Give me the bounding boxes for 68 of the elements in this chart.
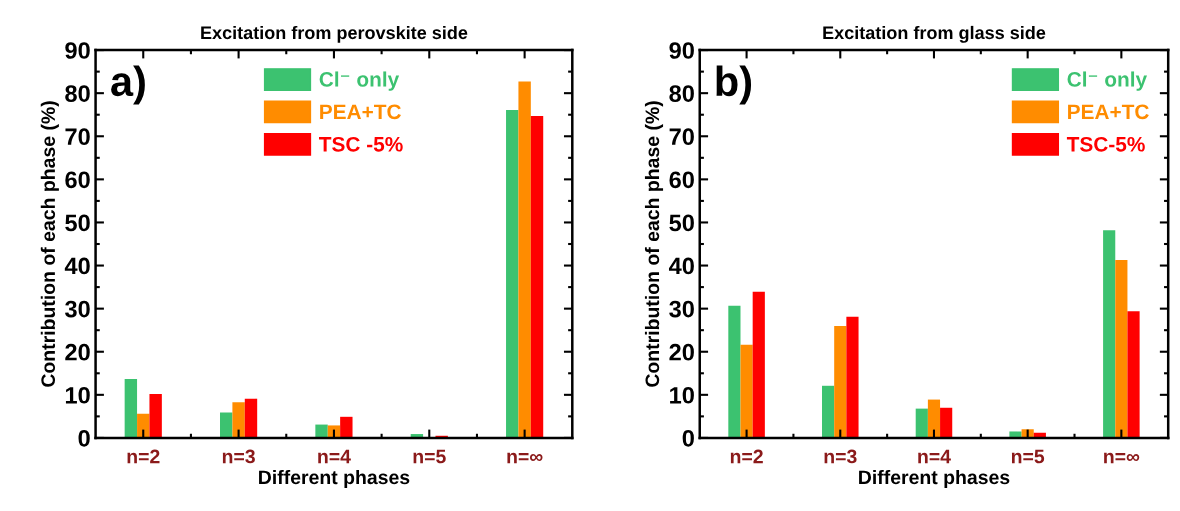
y-tick-label: 20 [65,343,90,361]
x-tick-label: n=3 [222,449,255,464]
x-axis-title: Different phases [859,469,1010,489]
y-tick-label: 0 [682,430,694,447]
y-tick-label: 50 [65,214,90,232]
y-tick-label: 60 [65,171,90,189]
y-tick-label: 90 [669,42,694,59]
chart-title: Excitation from perovskite side [201,25,468,43]
bar [752,291,765,438]
bar [927,399,941,438]
y-tick-label: 60 [669,171,694,189]
y-axis-title: Contribution of each phase (%) [40,101,59,387]
bar [740,344,753,438]
bar [244,398,258,438]
x-tick-label: n=∞ [507,452,543,464]
bar [518,81,531,438]
y-tick-label: 90 [65,42,90,59]
y-tick-label: 10 [670,386,694,404]
bar [220,412,233,438]
y-tick-label: 20 [669,343,694,361]
bar [232,402,245,438]
bar [846,316,859,438]
bar [940,407,953,438]
bar [822,385,835,438]
y-tick-label: 0 [78,430,90,447]
x-tick-label: n=2 [730,449,763,464]
chart-title: Excitation from glass side [823,25,1046,43]
y-tick-label: 30 [65,300,90,318]
legend-label: Cl⁻ only [1067,71,1148,91]
x-tick-label: n=∞ [1104,452,1140,464]
bar [149,393,162,438]
x-tick-label: n=5 [1011,449,1045,464]
annotation: b) [716,65,752,105]
x-tick-label: n=4 [318,449,351,464]
bar [915,408,928,438]
x-axis-title: Different phases [259,469,410,489]
x-tick-label: n=2 [127,449,160,464]
bar [1127,311,1140,438]
x-tick-label: n=3 [824,449,857,464]
legend-label: PEA+TC [320,104,401,120]
y-tick-label: 40 [668,257,694,275]
legend-label: TSC -5% [319,136,403,152]
bar [137,413,150,438]
bar [506,109,519,438]
bar [1009,431,1022,438]
y-tick-label: 70 [65,128,90,146]
bar [530,116,544,438]
legend-label: PEA+TC [1068,104,1149,120]
bar [834,325,847,438]
y-tick-label: 10 [65,386,90,404]
y-tick-label: 70 [669,128,694,146]
x-tick-label: n=4 [918,449,951,464]
x-tick-label: n=5 [413,449,446,464]
legend-label: TSC-5% [1066,136,1145,152]
bar [315,424,328,438]
y-tick-label: 30 [669,300,694,318]
y-tick-label: 50 [669,214,694,232]
y-axis-title: Contribution of each phase (%) [644,101,664,387]
bar [124,378,138,438]
bar [340,416,353,438]
bar [1115,259,1128,438]
annotation: a) [111,65,145,105]
bar [1103,230,1116,438]
y-tick-label: 80 [65,85,90,102]
bar [728,305,741,438]
y-tick-label: 80 [669,85,694,102]
legend-label: Cl⁻ only [319,71,400,91]
y-tick-label: 40 [64,257,90,275]
